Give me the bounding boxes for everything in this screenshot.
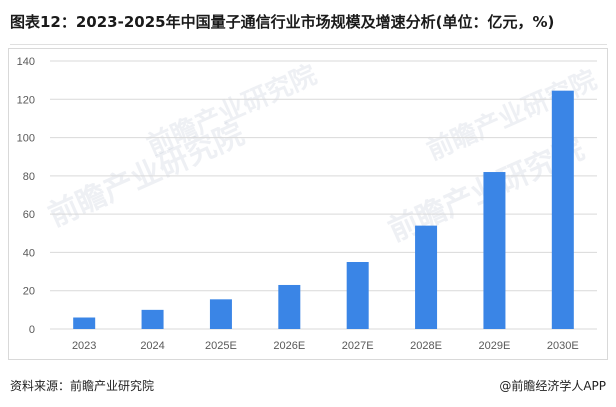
y-tick-label: 120 bbox=[17, 94, 35, 106]
y-tick-label: 40 bbox=[23, 247, 35, 259]
bar-2026E bbox=[278, 284, 301, 329]
x-tick-label: 2027E bbox=[342, 340, 374, 352]
bar-2024 bbox=[141, 309, 164, 329]
y-tick-label: 20 bbox=[23, 286, 35, 298]
y-tick-label: 60 bbox=[23, 209, 35, 221]
x-tick-label: 2026E bbox=[273, 340, 305, 352]
bar-2030E bbox=[551, 90, 574, 330]
credit-note: @前瞻经济学人APP bbox=[499, 379, 606, 393]
bar-2025E bbox=[209, 299, 232, 329]
y-tick-label: 100 bbox=[17, 133, 35, 145]
grid-lines bbox=[50, 60, 597, 330]
y-tick-label: 140 bbox=[17, 56, 35, 68]
x-tick-label: 2024 bbox=[140, 340, 164, 352]
x-tick-label: 2030E bbox=[547, 340, 579, 352]
bar-2023 bbox=[73, 317, 96, 329]
x-tick-label: 2025E bbox=[205, 340, 237, 352]
bar-2027E bbox=[346, 262, 369, 329]
chart-frame bbox=[8, 48, 608, 360]
x-tick-label: 2029E bbox=[479, 340, 511, 352]
bar-2028E bbox=[415, 225, 438, 329]
x-tick-label: 2023 bbox=[72, 340, 96, 352]
x-tick-label: 2028E bbox=[410, 340, 442, 352]
title-divider bbox=[10, 44, 607, 45]
bar-2029E bbox=[483, 172, 506, 329]
x-axis-ticks: 2023 2024 2025E 2026E 2027E 2028E 2029E 2030E bbox=[72, 340, 579, 352]
chart-title: 图表12：2023-2025年中国量子通信行业市场规模及增速分析(单位：亿元，%… bbox=[10, 13, 555, 31]
y-axis-ticks: 0 20 40 60 80 100 120 140 bbox=[17, 56, 35, 336]
y-tick-label: 80 bbox=[23, 171, 35, 183]
source-note: 资料来源：前瞻产业研究院 bbox=[10, 379, 155, 393]
bars bbox=[73, 90, 574, 330]
y-tick-label: 0 bbox=[29, 324, 35, 336]
